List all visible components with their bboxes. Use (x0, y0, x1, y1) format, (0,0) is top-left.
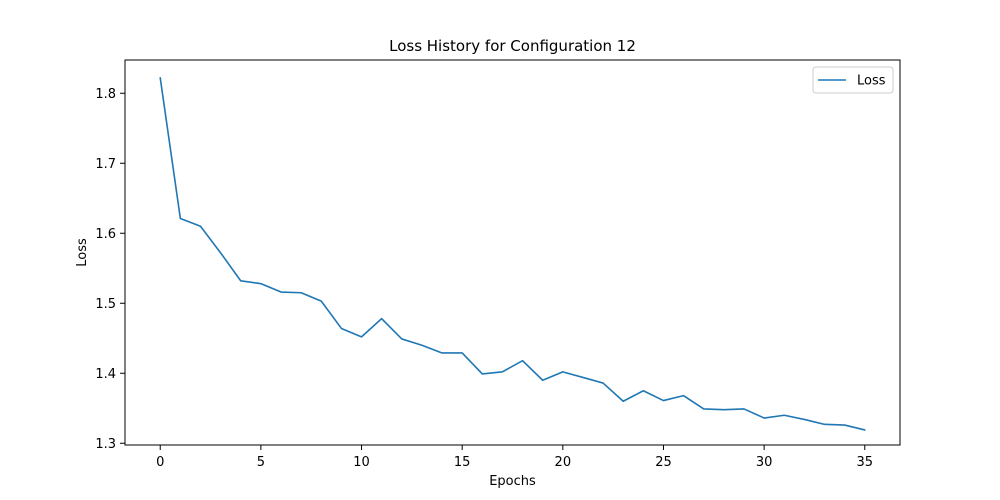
x-tick-label: 25 (655, 455, 672, 470)
x-tick-label: 0 (156, 455, 164, 470)
legend-label-loss: Loss (857, 74, 886, 89)
legend-box (812, 66, 894, 94)
loss-series-line (159, 77, 866, 431)
x-tick-label: 15 (454, 455, 471, 470)
plot-layer (159, 77, 866, 431)
y-tick-label: 1.8 (95, 87, 116, 102)
x-tick-label: 10 (353, 455, 370, 470)
y-tick-label: 1.6 (95, 227, 116, 242)
x-tick-label: 5 (257, 455, 265, 470)
x-axis-label: Epochs (489, 474, 536, 489)
x-tick-label: 20 (555, 455, 572, 470)
y-tick-label: 1.4 (95, 367, 116, 382)
x-tick-label: 35 (856, 455, 873, 470)
text-layer: Loss History for Configuration 12 Epochs… (75, 37, 636, 489)
chart-title: Loss History for Configuration 12 (389, 37, 636, 55)
plot-frame (124, 59, 901, 446)
y-axis-label: Loss (75, 238, 90, 267)
x-tick-label: 30 (756, 455, 773, 470)
axes-layer: 0 5 10 15 20 25 30 35 1.3 1.4 1.5 1.6 1.7 1.8 (95, 59, 901, 470)
legend: Loss (812, 66, 894, 94)
y-tick-label: 1.3 (95, 437, 116, 452)
y-tick-label: 1.7 (95, 157, 116, 172)
y-tick-label: 1.5 (95, 297, 116, 312)
